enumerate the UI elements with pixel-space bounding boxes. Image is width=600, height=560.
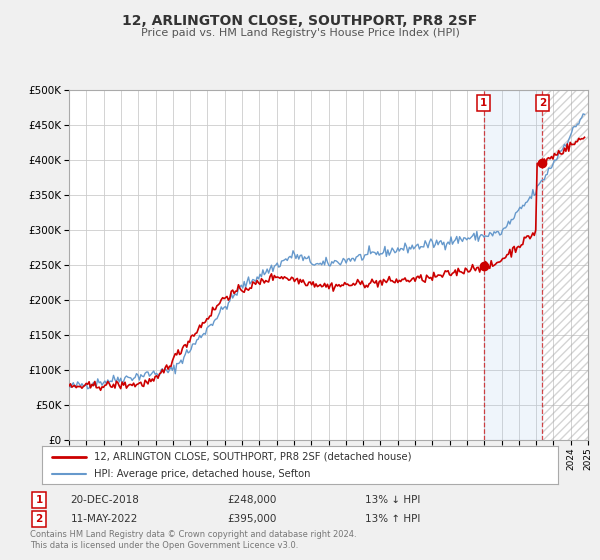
Text: 11-MAY-2022: 11-MAY-2022	[71, 514, 139, 524]
Text: Contains HM Land Registry data © Crown copyright and database right 2024.: Contains HM Land Registry data © Crown c…	[30, 530, 356, 539]
Text: 13% ↑ HPI: 13% ↑ HPI	[365, 514, 421, 524]
Text: 2: 2	[539, 99, 546, 108]
Bar	[484, 90, 542, 440]
Text: This data is licensed under the Open Government Licence v3.0.: This data is licensed under the Open Gov…	[30, 541, 298, 550]
Text: 12, ARLINGTON CLOSE, SOUTHPORT, PR8 2SF: 12, ARLINGTON CLOSE, SOUTHPORT, PR8 2SF	[122, 14, 478, 28]
Text: 2: 2	[35, 514, 43, 524]
Text: 1: 1	[480, 99, 487, 108]
Text: 1: 1	[35, 495, 43, 505]
Text: 20-DEC-2018: 20-DEC-2018	[71, 495, 139, 505]
Text: 13% ↓ HPI: 13% ↓ HPI	[365, 495, 421, 505]
Text: Price paid vs. HM Land Registry's House Price Index (HPI): Price paid vs. HM Land Registry's House …	[140, 28, 460, 38]
Bar	[542, 90, 588, 440]
Text: HPI: Average price, detached house, Sefton: HPI: Average price, detached house, Seft…	[94, 469, 310, 479]
Text: 12, ARLINGTON CLOSE, SOUTHPORT, PR8 2SF (detached house): 12, ARLINGTON CLOSE, SOUTHPORT, PR8 2SF …	[94, 451, 411, 461]
Text: £248,000: £248,000	[227, 495, 277, 505]
Text: £395,000: £395,000	[227, 514, 277, 524]
Bar	[542, 90, 588, 440]
